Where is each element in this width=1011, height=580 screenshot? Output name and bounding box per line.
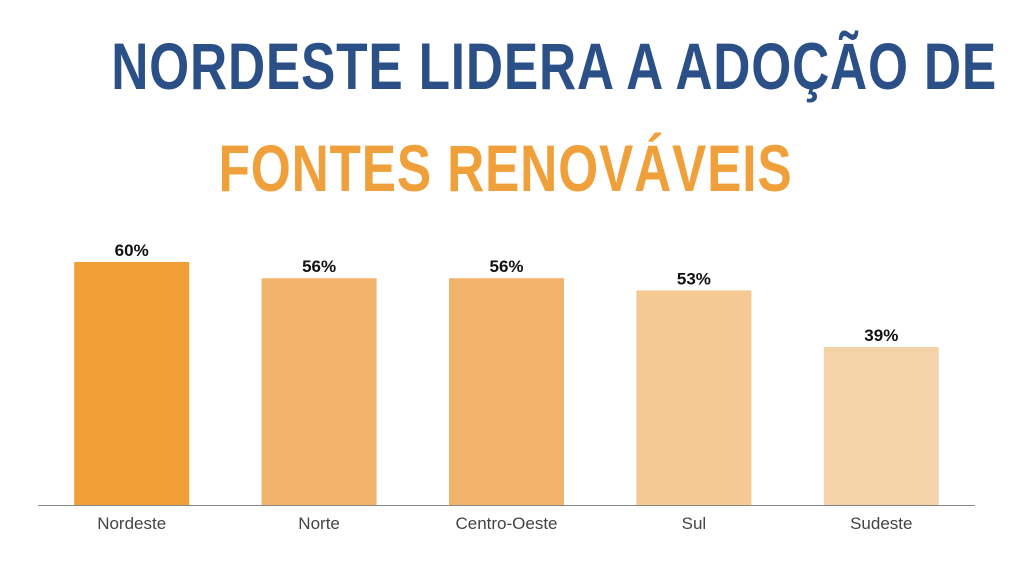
value-label-sudeste: 39% [864,326,898,345]
tick-label-centro-oeste: Centro-Oeste [455,514,557,533]
bar-nordeste [74,262,190,505]
tick-label-sudeste: Sudeste [850,514,912,533]
value-label-centro-oeste: 56% [489,257,523,276]
bar-centro-oeste [449,278,564,505]
value-label-nordeste: 60% [115,241,149,260]
bars [74,262,939,505]
tick-label-norte: Norte [298,514,340,533]
value-label-norte: 56% [302,257,336,276]
value-label-sul: 53% [677,269,711,288]
chart-title-line-1: NORDESTE LIDERA A ADOÇÃO DE [111,29,997,103]
bar-sul [636,290,752,505]
bar-norte [261,278,377,505]
tick-label-sul: Sul [682,514,707,533]
x-axis-tick-labels: Nordeste Norte Centro-Oeste Sul Sudeste [97,514,912,533]
chart-title-line-2: FONTES RENOVÁVEIS [218,131,793,205]
value-labels: 60% 56% 56% 53% 39% [115,241,899,345]
bar-sudeste [823,347,939,505]
tick-label-nordeste: Nordeste [97,514,166,533]
